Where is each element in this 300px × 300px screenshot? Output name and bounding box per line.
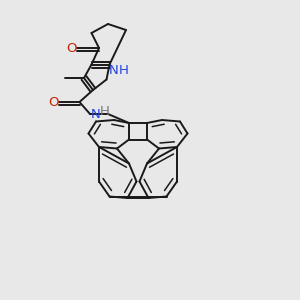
Text: O: O — [48, 95, 58, 109]
Text: H: H — [100, 105, 110, 118]
Text: O: O — [66, 41, 76, 55]
Text: N: N — [91, 107, 100, 121]
Text: H: H — [118, 64, 128, 77]
Text: N: N — [109, 64, 119, 77]
